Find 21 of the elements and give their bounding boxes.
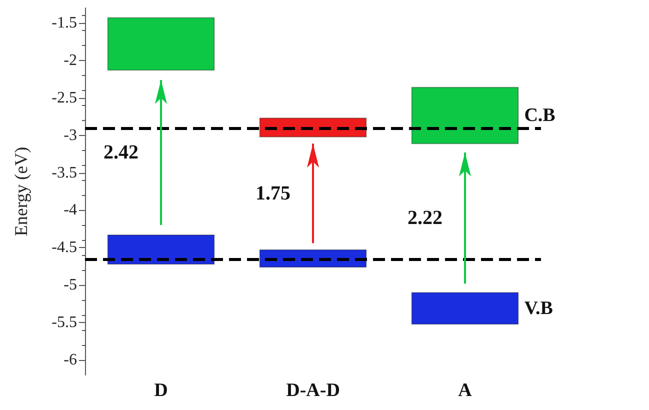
bar xyxy=(107,17,215,71)
x-tick-label: A xyxy=(458,380,472,401)
x-tick-label: D xyxy=(154,380,168,401)
bar xyxy=(411,292,519,325)
annotation: 2.22 xyxy=(408,207,442,230)
y-tick-label: -1.5 xyxy=(52,14,77,32)
annotation: 1.75 xyxy=(256,182,290,204)
y-tick-label: -3.5 xyxy=(52,164,77,182)
annotation: 2.42 xyxy=(104,142,138,164)
y-axis-title: Energy (eV) xyxy=(11,146,31,236)
y-tick-label: -6 xyxy=(64,352,77,369)
y-tick-label: -4 xyxy=(64,202,77,219)
y-tick-label: -5.5 xyxy=(52,314,77,332)
x-tick-label: D-A-D xyxy=(286,380,340,401)
y-tick-label: -3 xyxy=(64,126,77,144)
y-tick-label: -2.5 xyxy=(52,89,77,106)
series-label: V.B xyxy=(524,298,554,319)
y-tick-label: -5 xyxy=(64,276,77,294)
y-tick-label: -2 xyxy=(64,52,77,69)
y-tick-label: -4.5 xyxy=(52,239,77,256)
series-label: C.B xyxy=(524,104,556,126)
